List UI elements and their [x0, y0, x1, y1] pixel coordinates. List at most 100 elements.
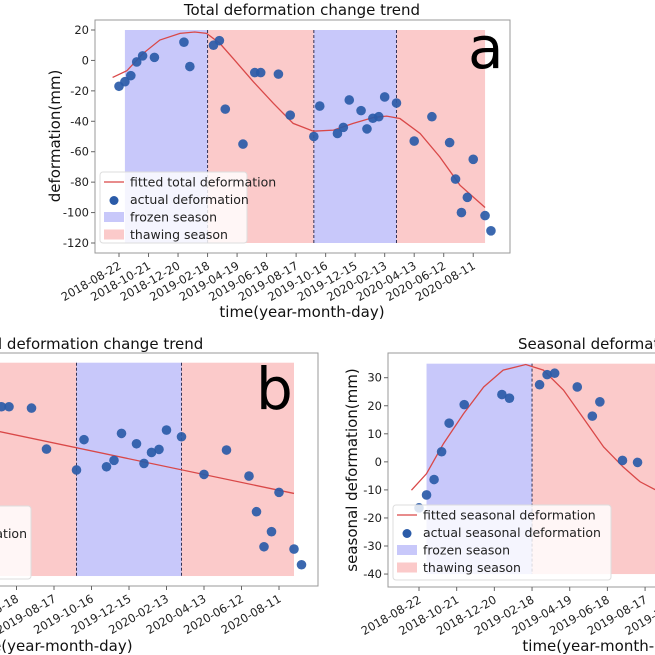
- data-point: [542, 369, 552, 380]
- legend: ation: [0, 505, 32, 580]
- data-point: [131, 57, 142, 67]
- legend-label: actual seasonal deformation: [423, 525, 601, 540]
- data-point: [480, 210, 490, 221]
- x-axis-label: time(year-month-day): [0, 637, 133, 655]
- chart-title: Seasonal deformat: [518, 335, 655, 353]
- data-point: [273, 69, 284, 79]
- y-tick-label: 20: [367, 399, 382, 413]
- data-point: [344, 95, 355, 105]
- data-point: [379, 92, 390, 102]
- data-point: [356, 105, 366, 116]
- y-tick-label: 10: [367, 427, 382, 441]
- y-tick-label: -20: [70, 84, 89, 98]
- data-point: [332, 128, 343, 139]
- legend-box: [0, 505, 32, 580]
- data-point: [179, 37, 189, 47]
- data-point: [274, 487, 284, 498]
- y-tick-label: -30: [363, 539, 382, 553]
- data-point: [338, 122, 349, 133]
- data-point: [595, 397, 605, 407]
- legend: fitted total deformation actual deformati…: [99, 171, 276, 244]
- data-point: [617, 455, 628, 466]
- data-point: [238, 139, 248, 149]
- data-point: [109, 455, 119, 466]
- data-point: [251, 506, 262, 517]
- legend-box: [392, 504, 612, 581]
- y-tick-label: 30: [367, 371, 382, 385]
- panel-label: b: [256, 355, 293, 423]
- y-axis-label: deformation(mm): [46, 70, 64, 203]
- data-point: [176, 431, 187, 442]
- data-point: [450, 174, 461, 184]
- data-point: [549, 368, 560, 379]
- data-point: [101, 461, 112, 472]
- y-axis-label: seasonal deformation(mm): [343, 368, 361, 571]
- chart-title: Total deformation change trend: [183, 1, 420, 19]
- data-point: [4, 401, 14, 412]
- frozen-season-span: [313, 30, 397, 243]
- legend-label: thawing season: [423, 560, 521, 575]
- data-point: [116, 428, 127, 439]
- data-point: [456, 207, 467, 218]
- data-point: [486, 226, 496, 236]
- data-point: [436, 446, 447, 457]
- legend-label: frozen season: [130, 210, 217, 225]
- data-point: [126, 70, 136, 81]
- legend-frozen-swatch: [104, 212, 124, 222]
- data-point: [154, 444, 164, 455]
- data-point: [214, 35, 225, 46]
- y-tick-label: 0: [82, 53, 89, 67]
- chart-a: 2018-08-222018-10-212018-12-202019-02-18…: [46, 1, 511, 321]
- data-point: [221, 445, 232, 455]
- x-axis-label: time(year-month-day): [219, 303, 384, 321]
- data-point: [391, 98, 402, 108]
- data-point: [444, 137, 455, 148]
- data-point: [41, 444, 52, 454]
- legend-label: ation: [0, 526, 27, 541]
- data-point: [244, 471, 254, 481]
- fitted-line: [112, 31, 486, 209]
- data-point: [255, 67, 266, 78]
- legend-label: thawing season: [130, 227, 228, 242]
- data-point: [362, 124, 372, 134]
- legend-label: fitted seasonal deformation: [423, 508, 596, 523]
- data-point: [497, 389, 507, 400]
- data-point: [444, 418, 454, 428]
- data-point: [131, 438, 142, 449]
- fitted-line: [0, 431, 295, 495]
- data-point: [373, 111, 384, 122]
- data-point: [309, 131, 319, 142]
- data-point: [149, 52, 160, 63]
- legend-thawing-swatch: [104, 229, 124, 240]
- legend-label: fitted total deformation: [130, 175, 276, 190]
- chart-c: 2018-08-222018-10-212018-12-202019-02-18…: [343, 335, 655, 655]
- data-point: [259, 541, 269, 552]
- data-point: [409, 136, 420, 146]
- legend: fitted seasonal deformation actual season…: [392, 504, 612, 581]
- y-tick-label: 0: [375, 455, 382, 469]
- legend-point-swatch: [402, 529, 412, 538]
- data-point: [146, 447, 157, 458]
- data-point: [220, 104, 231, 114]
- y-tick-label: -10: [363, 483, 382, 497]
- legend-label: frozen season: [423, 543, 510, 558]
- data-point: [289, 544, 299, 554]
- x-axis-label: time(year-month-day): [522, 637, 655, 655]
- data-point: [139, 458, 149, 469]
- legend-point-swatch: [109, 196, 119, 205]
- thawing-season-span: [396, 30, 486, 243]
- data-point: [120, 76, 130, 87]
- panel-label: a: [468, 14, 504, 82]
- data-point: [468, 154, 479, 165]
- y-tick-label: -80: [70, 175, 89, 189]
- y-tick-label: 20: [74, 23, 89, 37]
- data-point: [632, 457, 643, 468]
- y-tick-label: -40: [70, 114, 89, 128]
- data-point: [462, 192, 473, 203]
- data-point: [534, 379, 545, 390]
- data-point: [587, 411, 598, 421]
- legend-box: [99, 171, 248, 244]
- data-point: [296, 559, 307, 570]
